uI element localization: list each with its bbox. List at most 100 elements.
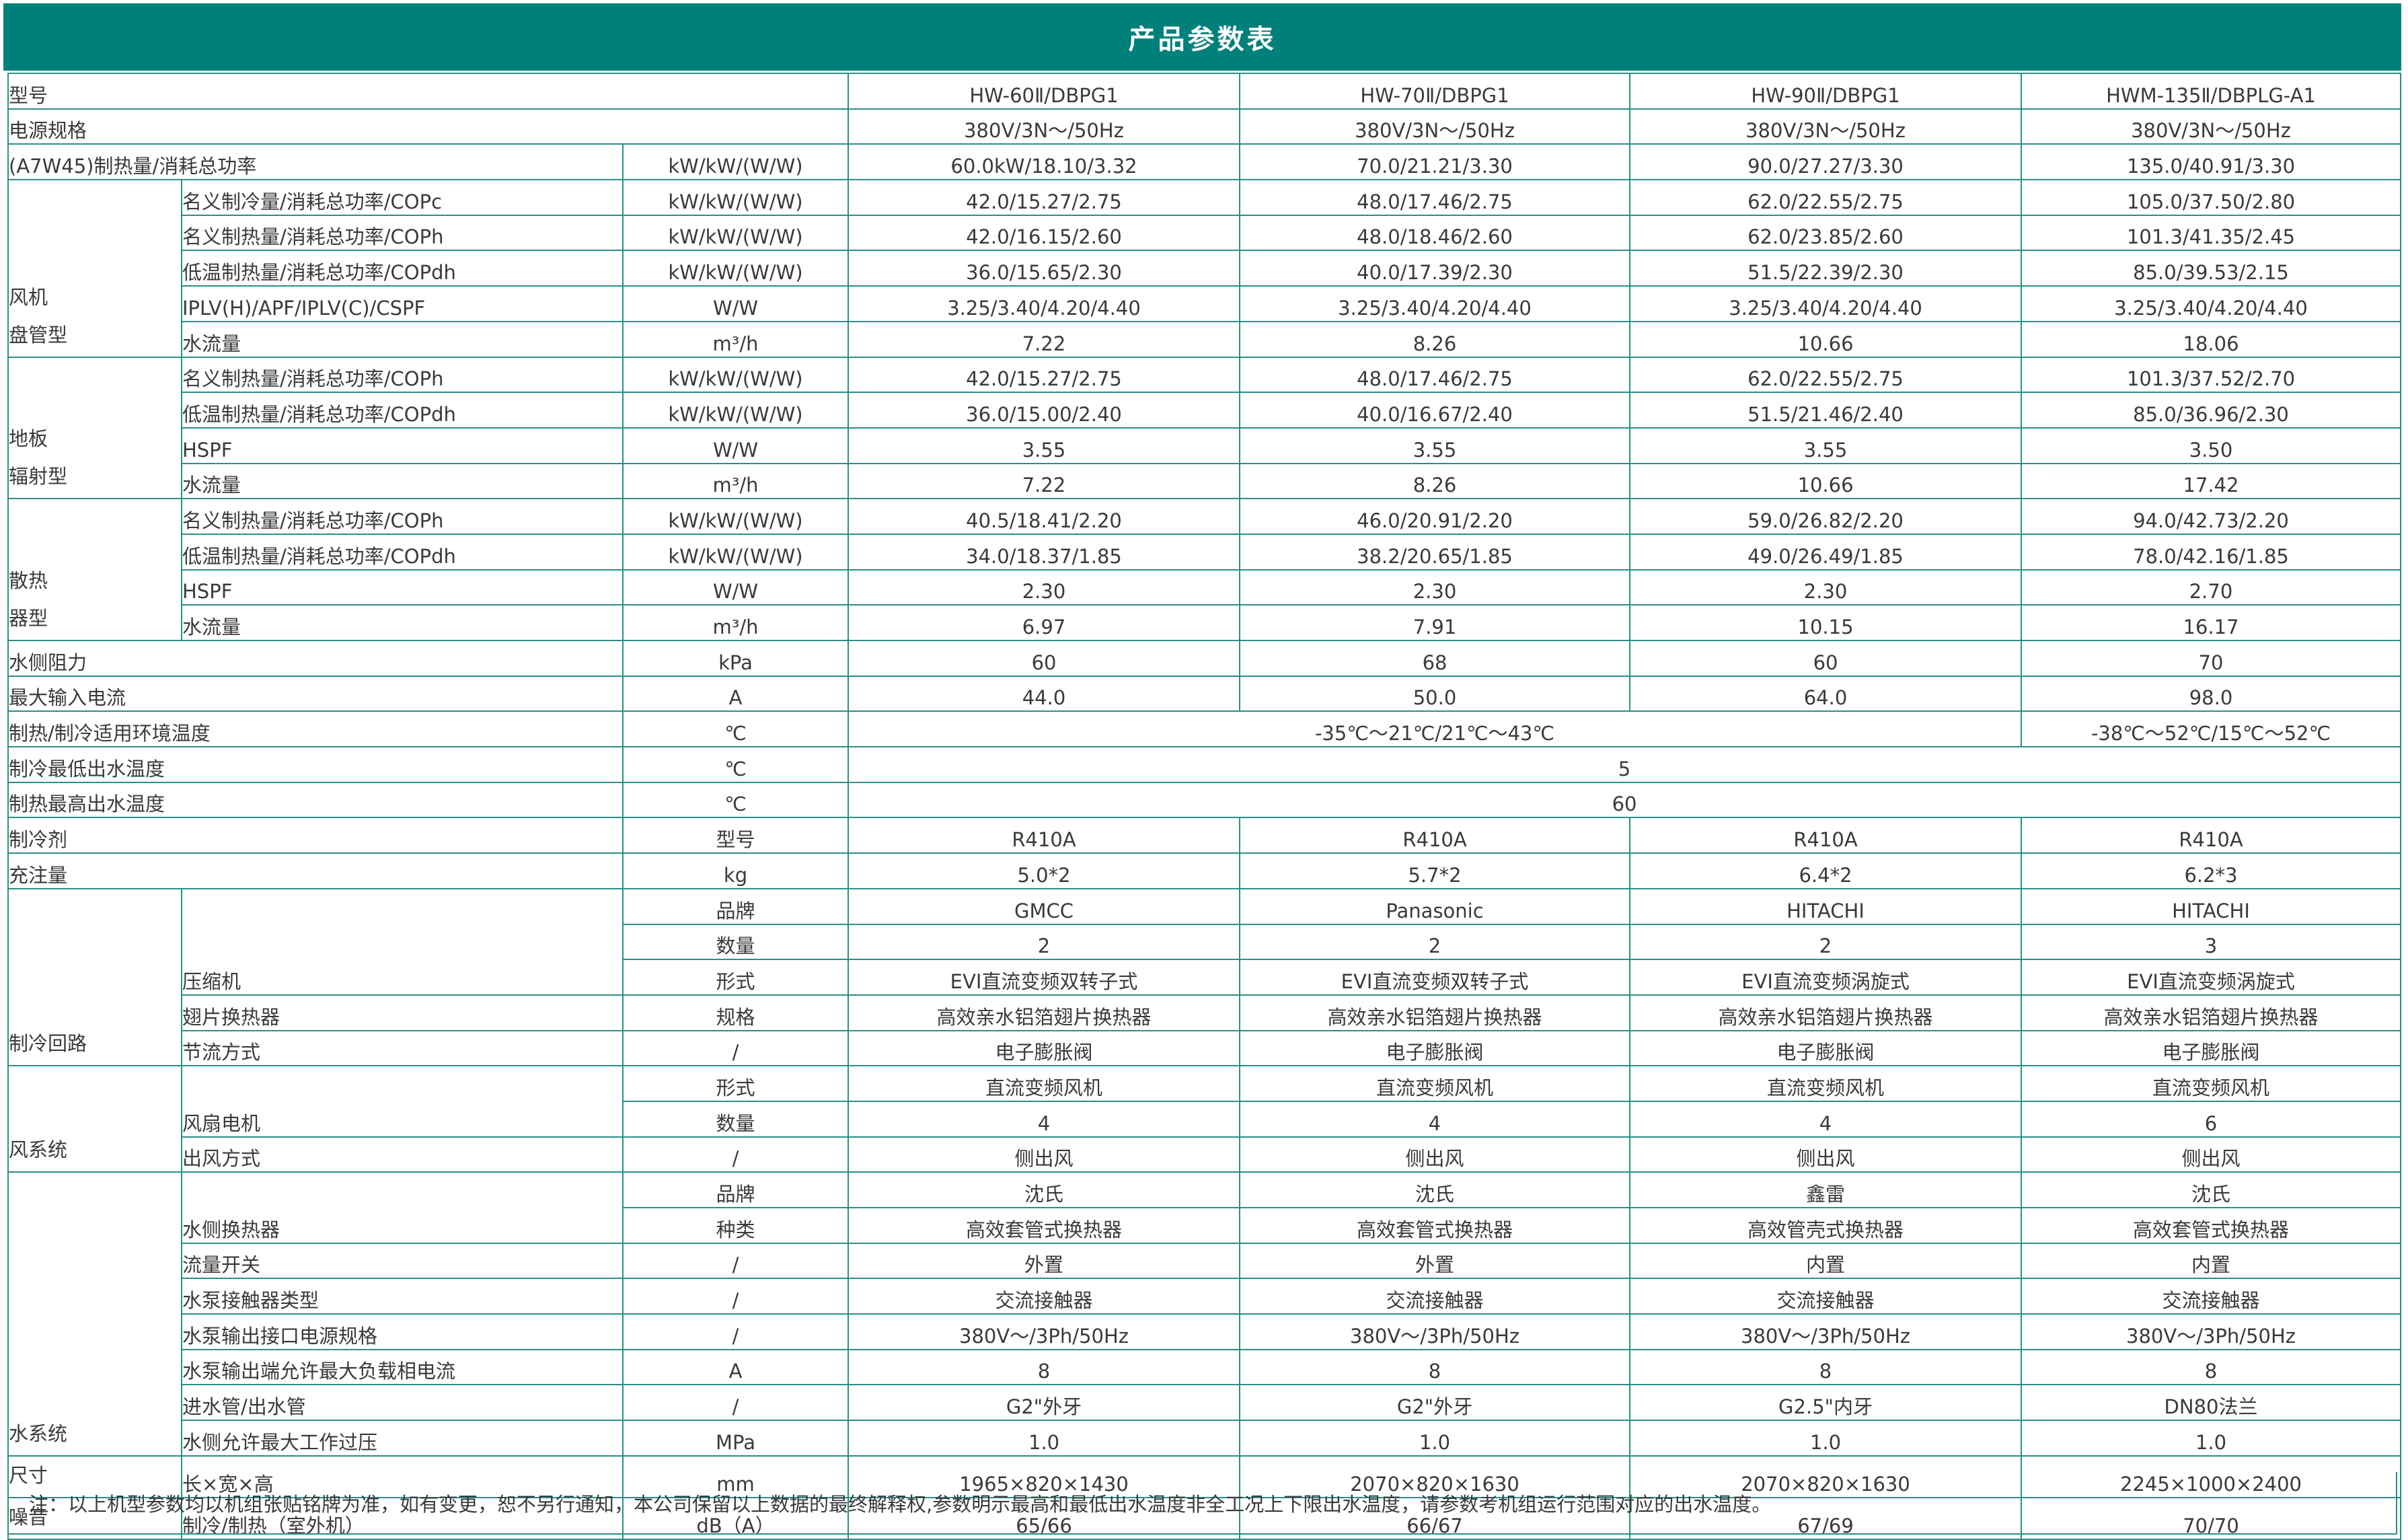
value-cell: 侧出风 bbox=[848, 1136, 1241, 1173]
table-row: 节流方式 / 电子膨胀阀 电子膨胀阀 电子膨胀阀 电子膨胀阀 bbox=[8, 1029, 2402, 1067]
value-cell: 2.30 bbox=[848, 569, 1241, 606]
unit-cell: / bbox=[622, 1136, 850, 1173]
value-cell: 42.0/16.15/2.60 bbox=[848, 214, 1241, 252]
value-cell: 62.0/22.55/2.75 bbox=[1629, 179, 2023, 216]
unit-cell: / bbox=[622, 1313, 850, 1350]
table-row: 电源规格 380V/3N～/50Hz 380V/3N～/50Hz 380V/3N～/5… bbox=[7, 108, 2402, 145]
value-cell: 外置 bbox=[848, 1242, 1241, 1280]
value-cell: 内置 bbox=[1629, 1242, 2023, 1280]
table-row: IPLV(H)/APF/IPLV(C)/CSPF W/W 3.25/3.40/4.2… bbox=[8, 285, 2402, 322]
value-cell: 51.5/22.39/2.30 bbox=[1629, 250, 2023, 287]
value-cell: 直流变频风机 bbox=[1629, 1065, 2023, 1102]
param-label: 名义制热量/消耗总功率/COPh bbox=[181, 214, 624, 252]
value-cell: -35℃～21℃/21℃～43℃ bbox=[848, 710, 2023, 748]
param-label: 名义制热量/消耗总功率/COPh bbox=[181, 498, 624, 535]
value-cell: 380V～/3Ph/50Hz bbox=[848, 1313, 1241, 1350]
unit-cell: / bbox=[622, 1278, 850, 1315]
value-cell: 侧出风 bbox=[1239, 1136, 1631, 1173]
value-cell: 70/70 bbox=[2021, 1496, 2402, 1540]
unit-cell: kPa bbox=[622, 640, 850, 677]
value-cell: GMCC bbox=[848, 887, 1241, 925]
value-cell: 60 bbox=[1629, 640, 2023, 677]
value-cell: 高效套管式换热器 bbox=[2021, 1207, 2402, 1244]
table-row: 最大输入电流 A 44.0 50.0 64.0 98.0 bbox=[7, 675, 2402, 712]
param-label: 水泵输出端允许最大负载相电流 bbox=[181, 1348, 624, 1386]
value-cell: 2070×820×1630 bbox=[1629, 1455, 2023, 1498]
param-label: 水泵接触器类型 bbox=[181, 1278, 624, 1315]
value-cell: 3.25/3.40/4.20/4.40 bbox=[2021, 285, 2402, 322]
table-row: 尺寸 长×宽×高 mm 1965×820×1430 2070×820×1630 2070×… bbox=[7, 1455, 2402, 1498]
value-cell: 101.3/37.52/2.70 bbox=[2021, 356, 2402, 394]
value-cell: 4 bbox=[1629, 1100, 2023, 1138]
value-cell: 66/67 bbox=[1239, 1496, 1631, 1540]
unit-cell: 型号 bbox=[622, 817, 850, 854]
value-cell: 2245×1000×2400 bbox=[2021, 1455, 2402, 1498]
param-label: 制冷剂 bbox=[7, 817, 624, 854]
value-cell: 98.0 bbox=[2021, 675, 2402, 712]
table-row: HSPF W/W 3.55 3.55 3.55 3.50 bbox=[8, 427, 2402, 464]
value-cell: 6.4*2 bbox=[1629, 852, 2023, 889]
value-cell: 6.97 bbox=[848, 604, 1241, 641]
group-label-line: 盘管型 bbox=[9, 323, 68, 346]
value-cell: 高效套管式换热器 bbox=[848, 1207, 1241, 1244]
value-cell: R410A bbox=[1629, 817, 2023, 854]
value-cell: 3.25/3.40/4.20/4.40 bbox=[1239, 285, 1631, 322]
value-cell: 48.0/18.46/2.60 bbox=[1239, 214, 1631, 252]
unit-cell: kW/kW/(W/W) bbox=[622, 533, 850, 571]
value-cell: 交流接触器 bbox=[848, 1278, 1241, 1315]
value-cell: 6.2*3 bbox=[2021, 852, 2402, 889]
value-cell: 侧出风 bbox=[1629, 1136, 2023, 1173]
unit-cell: 品牌 bbox=[622, 1171, 850, 1208]
unit-cell: kW/kW/(W/W) bbox=[622, 356, 850, 394]
value-cell: 8.26 bbox=[1239, 320, 1631, 358]
param-label: 最大输入电流 bbox=[7, 675, 624, 712]
value-cell: EVI直流变频涡旋式 bbox=[2021, 959, 2402, 996]
value-cell: 85.0/39.53/2.15 bbox=[2021, 250, 2402, 287]
value-cell: 电子膨胀阀 bbox=[1239, 1029, 1631, 1067]
table-row: 水流量 m³/h 6.97 7.91 10.15 16.17 bbox=[8, 604, 2402, 641]
table-row: 风机 盘管型 名义制冷量/消耗总功率/COPc kW/kW/(W/W) 42.0/15.… bbox=[7, 179, 2402, 358]
value-cell: 16.17 bbox=[2021, 604, 2402, 641]
param-label: (A7W45)制热量/消耗总功率 bbox=[7, 143, 624, 181]
param-label: 制热最高出水温度 bbox=[7, 781, 624, 819]
value-cell: 67/69 bbox=[1629, 1496, 2023, 1540]
param-label: 低温制热量/消耗总功率/COPdh bbox=[181, 533, 624, 571]
param-label: 水流量 bbox=[181, 462, 624, 500]
group-label-line: 风机 bbox=[9, 285, 48, 309]
unit-cell: 数量 bbox=[622, 1100, 850, 1138]
group-label: 噪音 bbox=[7, 1496, 182, 1540]
table-row: 制热最高出水温度 ℃ 60 bbox=[7, 781, 2402, 819]
group-label: 风机 盘管型 bbox=[7, 179, 182, 358]
value-cell: 42.0/15.27/2.75 bbox=[848, 179, 1241, 216]
param-label: HSPF bbox=[181, 427, 624, 464]
value-cell: 85.0/36.96/2.30 bbox=[2021, 392, 2402, 429]
value-cell: 50.0 bbox=[1239, 675, 1631, 712]
value-cell: 380V/3N～/50Hz bbox=[1239, 108, 1631, 145]
value-cell: 60 bbox=[848, 781, 2402, 819]
value-cell: 42.0/15.27/2.75 bbox=[848, 356, 1241, 394]
value-cell: 直流变频风机 bbox=[848, 1065, 1241, 1102]
value-cell: 8.26 bbox=[1239, 462, 1631, 500]
group-label: 水系统 bbox=[7, 1171, 182, 1457]
value-cell: 68 bbox=[1239, 640, 1631, 677]
spec-table-body: 型号 HW-60Ⅱ/DBPG1 HW-70Ⅱ/DBPG1 HW-90Ⅱ/DBPG1 HW… bbox=[7, 73, 2402, 1540]
value-cell: 36.0/15.65/2.30 bbox=[848, 250, 1241, 287]
group-label: 风系统 bbox=[7, 1065, 182, 1173]
value-cell: 6 bbox=[2021, 1100, 2402, 1138]
unit-cell: m³/h bbox=[622, 604, 850, 641]
value-cell: 1.0 bbox=[848, 1420, 1241, 1457]
group-label: 尺寸 bbox=[7, 1455, 182, 1498]
param-label: 低温制热量/消耗总功率/COPdh bbox=[181, 392, 624, 429]
value-cell: 2 bbox=[848, 923, 1241, 961]
unit-cell: 规格 bbox=[622, 994, 850, 1031]
value-cell: 62.0/22.55/2.75 bbox=[1629, 356, 2023, 394]
table-row: 型号 HW-60Ⅱ/DBPG1 HW-70Ⅱ/DBPG1 HW-90Ⅱ/DBPG1 HW… bbox=[7, 73, 2402, 110]
param-label: IPLV(H)/APF/IPLV(C)/CSPF bbox=[181, 285, 624, 322]
param-label: 制热/制冷适用环境温度 bbox=[7, 710, 624, 748]
value-cell: 交流接触器 bbox=[2021, 1278, 2402, 1315]
group-label-line: 地板 bbox=[9, 427, 48, 451]
value-cell: HW-90Ⅱ/DBPG1 bbox=[1629, 73, 2023, 110]
group-label-line: 散热 bbox=[9, 569, 48, 592]
value-cell: 2.30 bbox=[1629, 569, 2023, 606]
value-cell: R410A bbox=[2021, 817, 2402, 854]
